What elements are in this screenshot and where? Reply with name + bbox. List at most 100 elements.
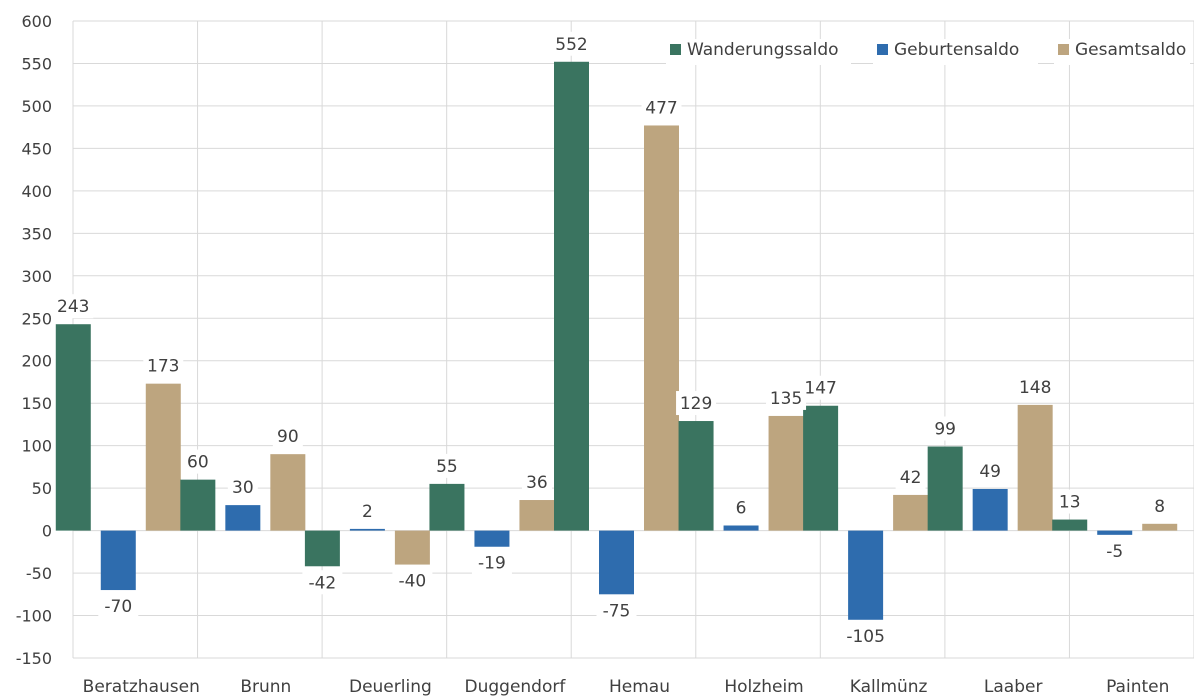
data-label-bg (98, 594, 139, 619)
data-label-bg (800, 375, 841, 400)
bar-gesamtsaldo-holzheim (768, 415, 804, 531)
bar-wanderungssaldo-hemau (554, 61, 589, 531)
data-label-bg (676, 391, 717, 416)
data-label-bg (53, 294, 94, 319)
data-label: 173 (147, 357, 179, 377)
data-label-bg (357, 498, 378, 523)
data-label: -42 (308, 573, 336, 593)
data-label: -40 (398, 572, 426, 592)
x-tick-label: Hemau (609, 677, 670, 696)
legend-swatch (670, 44, 681, 55)
bar-gesamtsaldo-duggendorf (519, 500, 555, 531)
bar-geburtensaldo-kallmünz (848, 530, 884, 620)
data-label-bg (596, 598, 637, 623)
data-label: 30 (232, 478, 254, 498)
bar-geburtensaldo-laaber (972, 488, 1008, 531)
data-label: 243 (57, 297, 89, 317)
y-tick-label: -150 (16, 649, 52, 668)
bar-gesamtsaldo-hemau (644, 125, 679, 531)
data-label-bg (1149, 493, 1170, 518)
data-label: 2 (362, 502, 373, 522)
data-label: 135 (770, 389, 802, 409)
data-label: 55 (436, 457, 458, 477)
bar-geburtensaldo-duggendorf (474, 530, 510, 547)
y-tick-label: 250 (21, 309, 52, 328)
data-label-bg (930, 416, 961, 441)
data-label: -75 (603, 601, 631, 621)
data-label-bg (182, 449, 213, 474)
bar-gesamtsaldo-laaber (1017, 404, 1053, 531)
data-label: 42 (900, 468, 922, 488)
data-label: -19 (478, 554, 506, 574)
bar-gesamtsaldo-deuerling (394, 530, 430, 565)
data-label-bg (272, 424, 303, 449)
y-tick-label: -50 (26, 564, 52, 583)
data-label-bg (227, 475, 258, 500)
y-tick-label: -100 (16, 607, 52, 626)
data-label-bg (840, 623, 891, 648)
data-label-bg (1099, 538, 1130, 563)
y-tick-label: 100 (21, 437, 52, 456)
gridlines (72, 20, 1194, 659)
bar-gesamtsaldo-kallmünz (893, 494, 929, 531)
legend-label: Wanderungssaldo (687, 40, 839, 60)
data-label-bg (1015, 374, 1056, 399)
data-label: 99 (934, 420, 956, 440)
data-label-bg (302, 570, 343, 595)
data-label: 8 (1154, 497, 1165, 517)
y-axis: -150 -100 -50 0 50 100 150 200 250 300 350 400 450 50… (16, 12, 52, 668)
y-tick-label: 350 (21, 224, 52, 243)
data-label: 148 (1019, 378, 1051, 398)
y-tick-label: 500 (21, 97, 52, 116)
y-tick-label: 300 (21, 267, 52, 286)
legend-label: Gesamtsaldo (1075, 40, 1186, 60)
data-label-bg (1054, 489, 1085, 514)
data-label: -70 (104, 597, 132, 617)
bar-geburtensaldo-holzheim (723, 525, 759, 531)
data-label-bg (766, 385, 807, 410)
data-label-bg (895, 464, 926, 489)
legend-swatch (1058, 44, 1069, 55)
bar-wanderungssaldo-duggendorf (429, 483, 465, 531)
bar-geburtensaldo-deuerling (349, 528, 385, 531)
data-label: 552 (555, 35, 587, 55)
y-tick-label: 0 (42, 522, 52, 541)
data-labels: 243 -70 173 60 30 90 -42 2 -40 55 -19 36 552 -75 477 12… (53, 31, 1170, 648)
data-label-bg (143, 353, 184, 378)
bars (55, 61, 1178, 620)
y-tick-label: 600 (21, 12, 52, 31)
x-tick-label: Beratzhausen (83, 677, 200, 696)
x-tick-label: Painten (1106, 677, 1169, 696)
x-tick-label: Brunn (240, 677, 291, 696)
data-label: 90 (277, 427, 299, 447)
legend-swatch (877, 44, 888, 55)
data-label: 147 (804, 379, 836, 399)
data-label-bg (551, 31, 592, 56)
bar-gesamtsaldo-painten (1142, 523, 1178, 531)
bar-wanderungssaldo-brunn (180, 479, 216, 531)
data-label: -5 (1106, 542, 1123, 562)
legend-bg (666, 39, 851, 65)
data-label: 13 (1059, 493, 1081, 513)
x-tick-label: Holzheim (724, 677, 803, 696)
y-tick-label: 200 (21, 352, 52, 371)
legend: Wanderungssaldo Geburtensaldo Gesamtsaldo (666, 39, 1190, 65)
data-label: 60 (187, 453, 209, 473)
legend-label: Geburtensaldo (894, 40, 1019, 60)
legend-bg (1054, 39, 1190, 65)
x-tick-label: Deuerling (349, 677, 432, 696)
bar-wanderungssaldo-laaber (927, 446, 963, 531)
data-label-bg (471, 550, 512, 575)
data-label-bg (521, 470, 552, 495)
bar-geburtensaldo-brunn (225, 505, 261, 531)
bar-wanderungssaldo-kallmünz (803, 405, 839, 531)
x-tick-label: Laaber (984, 677, 1043, 696)
bar-wanderungssaldo-deuerling (304, 530, 340, 567)
legend-bg (873, 39, 1038, 65)
bar-wanderungssaldo-painten (1052, 519, 1088, 531)
data-label-bg (731, 495, 752, 520)
data-label: 477 (645, 98, 677, 118)
bar-wanderungssaldo-beratzhausen (55, 324, 91, 531)
